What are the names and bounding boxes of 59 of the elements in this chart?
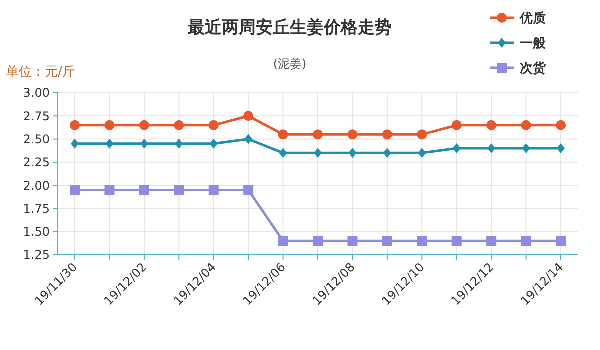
point (70, 120, 80, 130)
point (452, 236, 462, 246)
y-tick-label: 2.75 (23, 109, 50, 124)
point (314, 148, 322, 158)
point (452, 144, 461, 154)
chart-subtitle: (泥姜) (273, 57, 307, 71)
point (244, 185, 254, 196)
point (313, 130, 323, 140)
y-tick-label: 2.00 (23, 178, 50, 193)
point (244, 111, 254, 122)
point (556, 120, 566, 130)
point (556, 236, 566, 246)
point (70, 185, 80, 196)
legend-label: 优质 (519, 10, 546, 27)
point (486, 236, 497, 246)
point (244, 134, 253, 144)
point (104, 120, 115, 130)
point (417, 236, 428, 246)
point (382, 130, 392, 140)
point (383, 148, 392, 158)
point (140, 138, 148, 149)
point (139, 185, 150, 196)
point (208, 120, 219, 130)
point (521, 236, 532, 246)
chart-title: 最近两周安丘生姜价格走势 (187, 17, 392, 38)
y-tick-label: 1.50 (23, 225, 50, 240)
y-axis-title: 单位：元/斤 (6, 65, 76, 80)
y-tick-label: 2.50 (23, 132, 50, 146)
legend-label: 次货 (520, 60, 547, 77)
point (174, 185, 184, 196)
point (417, 130, 428, 140)
point (313, 236, 323, 246)
point (71, 138, 79, 149)
point (486, 120, 497, 130)
y-tick-label: 3.00 (23, 86, 50, 100)
point (174, 120, 184, 130)
point (175, 138, 184, 149)
point (522, 144, 530, 154)
y-tick-label: 1.25 (23, 248, 50, 262)
point (278, 130, 288, 140)
point (452, 120, 462, 130)
point (521, 120, 532, 130)
point (106, 138, 114, 149)
point (348, 130, 358, 140)
point (139, 120, 150, 130)
point (104, 185, 115, 196)
point (348, 236, 358, 246)
point (278, 236, 288, 246)
point (348, 148, 357, 158)
point (418, 148, 426, 158)
y-tick-label: 1.75 (23, 202, 50, 216)
y-tick-label: 2.25 (23, 156, 50, 170)
point (279, 148, 288, 158)
point (557, 144, 565, 154)
point (208, 185, 219, 196)
point (488, 144, 496, 154)
point (210, 138, 218, 149)
legend-label: 一般 (520, 36, 547, 52)
point (382, 236, 392, 246)
